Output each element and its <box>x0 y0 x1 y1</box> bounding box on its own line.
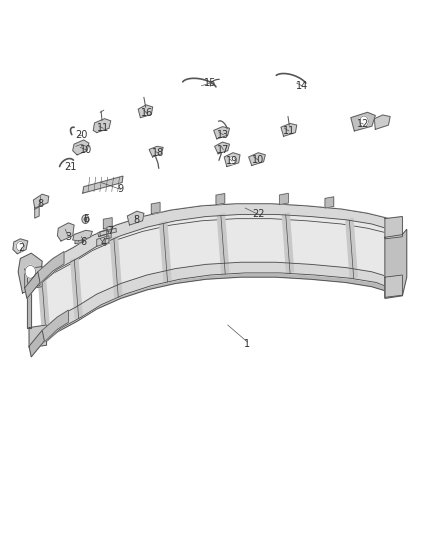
Polygon shape <box>38 204 389 282</box>
Polygon shape <box>216 193 225 205</box>
Polygon shape <box>224 153 240 166</box>
Polygon shape <box>325 197 334 208</box>
Text: 12: 12 <box>357 119 369 129</box>
Text: 10: 10 <box>252 155 265 165</box>
Circle shape <box>360 116 368 127</box>
Polygon shape <box>97 236 109 246</box>
Polygon shape <box>42 310 68 342</box>
Polygon shape <box>18 253 42 293</box>
Polygon shape <box>42 262 389 345</box>
Polygon shape <box>127 211 144 225</box>
Text: 7: 7 <box>107 226 113 236</box>
Polygon shape <box>385 229 407 298</box>
Polygon shape <box>38 252 64 284</box>
Polygon shape <box>73 230 92 241</box>
Polygon shape <box>33 194 49 208</box>
Text: 5: 5 <box>83 214 89 224</box>
Text: 1: 1 <box>244 338 251 349</box>
Polygon shape <box>73 140 89 155</box>
Text: 11: 11 <box>97 123 110 133</box>
Text: 4: 4 <box>100 238 106 247</box>
Polygon shape <box>39 280 50 341</box>
Text: 11: 11 <box>283 126 295 136</box>
Polygon shape <box>83 176 123 193</box>
Polygon shape <box>57 223 74 241</box>
Polygon shape <box>149 147 163 157</box>
Text: 14: 14 <box>296 81 308 91</box>
Circle shape <box>229 157 235 164</box>
Polygon shape <box>215 142 230 154</box>
Text: 10: 10 <box>80 144 92 155</box>
Polygon shape <box>214 127 230 139</box>
Polygon shape <box>103 217 112 229</box>
Polygon shape <box>151 203 160 214</box>
Polygon shape <box>282 213 293 273</box>
Polygon shape <box>29 325 46 348</box>
Polygon shape <box>98 229 109 237</box>
Polygon shape <box>13 239 28 254</box>
Text: 9: 9 <box>118 184 124 195</box>
Polygon shape <box>385 216 403 239</box>
Text: 15: 15 <box>204 78 216 88</box>
Circle shape <box>16 241 24 251</box>
Polygon shape <box>75 232 84 244</box>
Polygon shape <box>93 119 111 133</box>
Polygon shape <box>107 226 111 239</box>
Polygon shape <box>110 237 122 297</box>
Polygon shape <box>29 330 44 357</box>
Text: 6: 6 <box>81 237 87 247</box>
Polygon shape <box>279 193 288 205</box>
Polygon shape <box>374 115 390 130</box>
Polygon shape <box>249 153 265 165</box>
Polygon shape <box>27 269 31 328</box>
Polygon shape <box>71 258 82 319</box>
Polygon shape <box>346 218 357 279</box>
Text: 19: 19 <box>226 156 238 166</box>
Text: 22: 22 <box>252 209 265 220</box>
Polygon shape <box>100 228 117 236</box>
Polygon shape <box>38 204 389 287</box>
Polygon shape <box>351 112 375 131</box>
Circle shape <box>82 215 89 223</box>
Circle shape <box>84 217 87 221</box>
Polygon shape <box>42 262 389 341</box>
Polygon shape <box>160 221 171 282</box>
Text: 20: 20 <box>75 130 88 140</box>
Polygon shape <box>138 105 152 118</box>
Text: 16: 16 <box>141 108 153 118</box>
Polygon shape <box>25 272 40 298</box>
Polygon shape <box>25 266 42 289</box>
Text: 21: 21 <box>64 161 77 172</box>
Polygon shape <box>217 214 229 274</box>
Polygon shape <box>281 124 297 136</box>
Circle shape <box>25 265 35 278</box>
Text: 3: 3 <box>65 232 71 243</box>
Text: 2: 2 <box>18 243 25 253</box>
Polygon shape <box>42 214 389 341</box>
Text: 8: 8 <box>133 215 139 225</box>
Text: 18: 18 <box>152 148 164 158</box>
Text: 13: 13 <box>217 130 230 140</box>
Text: 17: 17 <box>217 144 230 155</box>
Polygon shape <box>386 227 393 288</box>
Text: 8: 8 <box>37 199 43 209</box>
Polygon shape <box>385 275 403 297</box>
Polygon shape <box>35 207 39 218</box>
